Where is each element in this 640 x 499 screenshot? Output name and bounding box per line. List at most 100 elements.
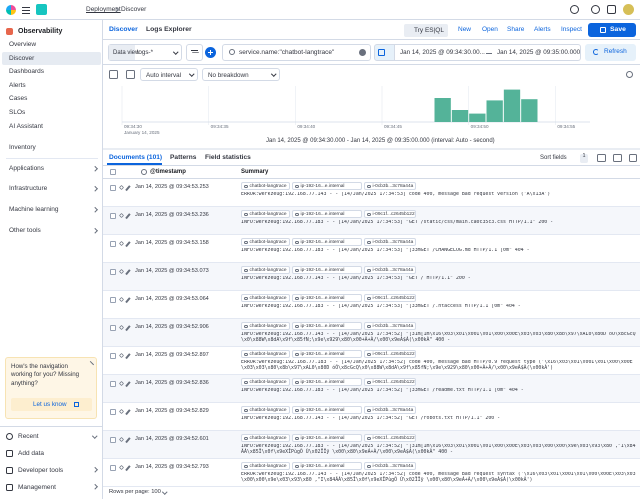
refresh-button[interactable]: Refresh (585, 44, 636, 61)
nav-item[interactable]: Discover (9, 54, 35, 62)
sidebar-footer-item[interactable]: Recent (18, 432, 39, 440)
row-checkbox[interactable] (110, 381, 116, 387)
expand-icon[interactable] (119, 409, 124, 414)
nav-item[interactable]: Alerts (9, 81, 26, 89)
results-tab[interactable]: Field statistics (205, 154, 251, 161)
chip-label: chatbot-langtrace (249, 183, 287, 189)
expand-icon[interactable] (119, 269, 124, 274)
sidebar-footer-item[interactable]: Developer tools (18, 466, 64, 474)
results-tab-active[interactable]: Documents (101) (109, 154, 163, 161)
news-icon[interactable] (591, 5, 600, 14)
log-message: ERROR:werkzeug:192.168.77.143 - - [14/Ja… (241, 192, 551, 197)
log-message: INFO:werkzeug:192.168.77.183 - - [14/Jan… (241, 304, 521, 309)
table-row: Jan 14, 2025 @ 09:34:52.829 chatbot-langt… (103, 403, 640, 431)
help-icon[interactable] (570, 5, 579, 14)
row-checkbox[interactable] (110, 353, 116, 359)
save-label: Save (610, 26, 626, 33)
chip-icon (244, 240, 248, 245)
app-tab[interactable]: Logs Explorer (146, 26, 192, 33)
row-checkbox[interactable] (110, 241, 116, 247)
edit-icon[interactable] (125, 325, 131, 331)
nav-group[interactable]: Inventory (9, 144, 36, 151)
date-range[interactable]: Jan 14, 2025 @ 09:34:30.00... Jan 14, 202… (394, 44, 581, 61)
select-all-checkbox[interactable] (110, 169, 116, 175)
chip-label: i-0cb3b...3c78a44a (372, 323, 414, 329)
expand-icon[interactable] (119, 465, 124, 470)
expand-icon[interactable] (119, 353, 124, 358)
chart-settings-icon[interactable] (626, 71, 633, 78)
log-message: INFO:werkzeug:192.168.77.183 - - [14/Jan… (241, 444, 636, 455)
chip-icon (367, 436, 371, 441)
field-chip: i-0cb3b...3c78a44a (364, 266, 416, 274)
results-tab[interactable]: Patterns (170, 154, 197, 161)
toolbar-action[interactable]: Open (482, 26, 498, 33)
row-checkbox[interactable] (110, 409, 116, 415)
toolbar-action[interactable]: New (458, 26, 472, 33)
chip-icon (367, 380, 371, 385)
edit-icon[interactable] (125, 353, 131, 359)
nav-group[interactable]: Machine learning (9, 206, 59, 213)
nav-group[interactable]: Applications (9, 165, 45, 172)
sidebar-footer-item[interactable]: Management (18, 483, 56, 491)
toolbar-action[interactable]: Inspect (561, 26, 582, 33)
expand-icon[interactable] (119, 381, 124, 386)
edit-icon[interactable] (125, 381, 131, 387)
date-end[interactable]: Jan 14, 2025 @ 09:35:00.000 (497, 48, 581, 56)
date-start[interactable]: Jan 14, 2025 @ 09:34:30.00... (400, 48, 485, 56)
expand-icon[interactable] (119, 437, 124, 442)
chip-label: i-09c1f...c2645b122 (372, 435, 415, 441)
row-checkbox[interactable] (110, 325, 116, 331)
row-checkbox[interactable] (110, 185, 116, 191)
data-view-picker[interactable]: Data view logs-* (108, 44, 182, 61)
density-icon (613, 154, 622, 162)
toolbar-action[interactable]: Alerts (534, 26, 551, 33)
save-button[interactable]: Save (588, 23, 636, 37)
user-avatar[interactable] (623, 4, 634, 15)
elastic-logo (6, 5, 16, 15)
query-input[interactable]: service.name:"chatbot-langtrace" (222, 44, 371, 61)
alerts-icon[interactable] (607, 5, 616, 14)
edit-icon[interactable] (125, 297, 131, 303)
edit-icon[interactable] (125, 213, 131, 219)
filter-button[interactable] (186, 44, 203, 61)
breakdown-select[interactable]: No breakdown (202, 68, 280, 81)
edit-icon[interactable] (125, 437, 131, 443)
feedback-button[interactable]: Let us know (11, 398, 92, 411)
nav-group[interactable]: Infrastructure (9, 185, 48, 192)
nav-item[interactable]: Dashboards (9, 68, 45, 76)
expand-icon[interactable] (119, 241, 124, 246)
nav-item[interactable]: AI Assistant (9, 122, 43, 130)
edit-icon[interactable] (125, 409, 131, 415)
nav-item[interactable]: Overview (9, 41, 37, 48)
breadcrumb-link[interactable]: Deployment (86, 6, 121, 13)
expand-icon[interactable] (119, 213, 124, 218)
chip-label: chatbot-langtrace (249, 435, 287, 441)
expand-icon[interactable] (119, 185, 124, 190)
chevron-icon (189, 71, 195, 77)
esql-button[interactable]: Try ES|QL (404, 24, 448, 37)
interval-select[interactable]: Auto interval (140, 68, 198, 81)
nav-item[interactable]: SLOs (9, 109, 26, 116)
edit-icon[interactable] (125, 465, 131, 471)
column-header[interactable]: @timestamp (150, 169, 186, 175)
column-header[interactable]: Summary (241, 169, 269, 175)
row-checkbox[interactable] (110, 213, 116, 219)
search-icon (229, 49, 235, 55)
expand-icon[interactable] (119, 325, 124, 330)
rows-per-page[interactable]: Rows per page: 100 (109, 489, 161, 495)
field-chip: i-09c1f...c2645b122 (364, 210, 416, 218)
row-checkbox[interactable] (110, 437, 116, 443)
row-checkbox[interactable] (110, 465, 116, 471)
sort-fields-button[interactable]: Sort fields 1 (536, 152, 591, 164)
edit-icon[interactable] (125, 185, 131, 191)
row-checkbox[interactable] (110, 297, 116, 303)
edit-icon[interactable] (125, 241, 131, 247)
edit-icon[interactable] (125, 269, 131, 275)
nav-group[interactable]: Other tools (9, 227, 41, 234)
row-checkbox[interactable] (110, 269, 116, 275)
nav-item[interactable]: Cases (9, 95, 28, 103)
toolbar-action[interactable]: Share (507, 26, 525, 33)
sidebar-footer-item[interactable]: Add data (18, 449, 45, 457)
expand-icon[interactable] (119, 297, 124, 302)
app-tab-active[interactable]: Discover (109, 26, 138, 33)
